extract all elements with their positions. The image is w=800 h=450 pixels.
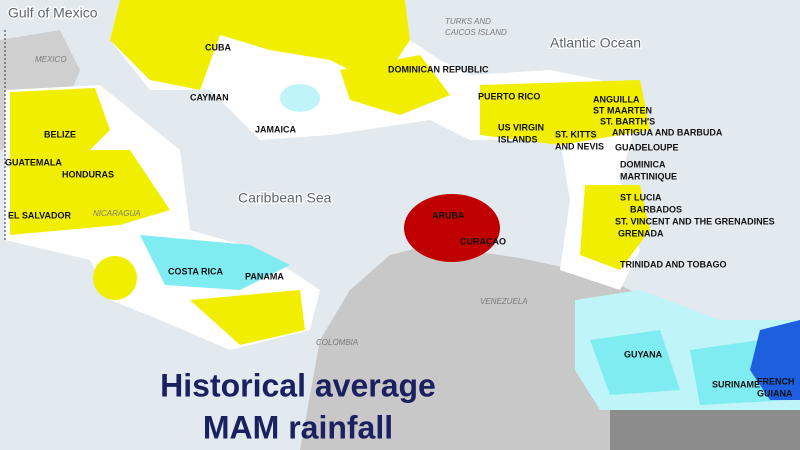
title: Historical average	[160, 367, 436, 403]
region-label: NICARAGUA	[93, 209, 141, 218]
zone-yellow	[93, 256, 137, 300]
water-label: Gulf of Mexico	[8, 5, 98, 21]
country-label: ANTIGUA AND BARBUDA	[612, 127, 723, 137]
water-label: Atlantic Ocean	[550, 35, 641, 51]
country-label: GUADELOUPE	[615, 142, 679, 152]
country-label: ARUBA	[432, 210, 465, 220]
country-label: PANAMA	[245, 271, 284, 281]
region-label: MEXICO	[35, 55, 67, 64]
country-label: TRINIDAD AND TOBAGO	[620, 259, 727, 269]
country-label: ST. VINCENT AND THE GRENADINES	[615, 216, 775, 226]
zone-yellow	[110, 0, 410, 90]
zone-yellow	[580, 185, 650, 270]
water-label: Caribbean Sea	[238, 190, 332, 206]
country-label: ANGUILLA	[593, 94, 640, 104]
country-label: MARTINIQUE	[620, 171, 677, 181]
zone-white	[110, 0, 640, 290]
country-label: CUBA	[205, 42, 231, 52]
country-label: ST. KITTS	[555, 129, 597, 139]
zone-blue	[750, 320, 800, 400]
country-label: BELIZE	[44, 129, 76, 139]
region-label: COLOMBIA	[316, 338, 358, 347]
country-label: SURINAME	[712, 379, 760, 389]
country-label: DOMINICA	[620, 159, 666, 169]
zone-yellow	[480, 80, 650, 145]
title: MAM rainfall	[203, 409, 393, 445]
country-label: GUIANA	[757, 388, 793, 398]
brazil-land	[610, 408, 800, 450]
country-label: ST LUCIA	[620, 192, 662, 202]
country-label: JAMAICA	[255, 124, 297, 134]
country-label: HONDURAS	[62, 169, 114, 179]
country-label: ST MAARTEN	[593, 105, 652, 115]
country-label: ISLANDS	[498, 134, 538, 144]
country-label: GRENADA	[618, 228, 664, 238]
zone-cyan	[590, 330, 680, 395]
country-label: COSTA RICA	[168, 266, 223, 276]
country-label: PUERTO RICO	[478, 91, 540, 101]
country-label: ST. BARTH'S	[600, 116, 655, 126]
zone-light-cyan	[280, 84, 320, 112]
country-label: US VIRGIN	[498, 122, 544, 132]
zone-yellow	[10, 150, 170, 235]
labels: Gulf of Mexico Atlantic Ocean Caribbean Se…	[5, 3, 795, 445]
zone-yellow	[190, 290, 305, 345]
country-label: BARBADOS	[630, 204, 682, 214]
region-label: CAICOS ISLAND	[445, 28, 507, 37]
country-label: EL SALVADOR	[8, 210, 72, 220]
region-label: VENEZUELA	[480, 297, 528, 306]
region-label: TURKS AND	[445, 17, 491, 26]
country-label: GUATEMALA	[5, 157, 62, 167]
zone-cyan	[140, 235, 290, 290]
country-label: CAYMAN	[190, 92, 229, 102]
zone-red	[404, 194, 500, 262]
country-label: AND NEVIS	[555, 141, 604, 151]
zone-yellow	[340, 55, 450, 115]
country-label: CURAÇAO	[460, 236, 506, 246]
country-label: FRENCH	[757, 376, 795, 386]
country-label: GUYANA	[624, 349, 663, 359]
country-label: DOMINICAN REPUBLIC	[388, 64, 489, 74]
